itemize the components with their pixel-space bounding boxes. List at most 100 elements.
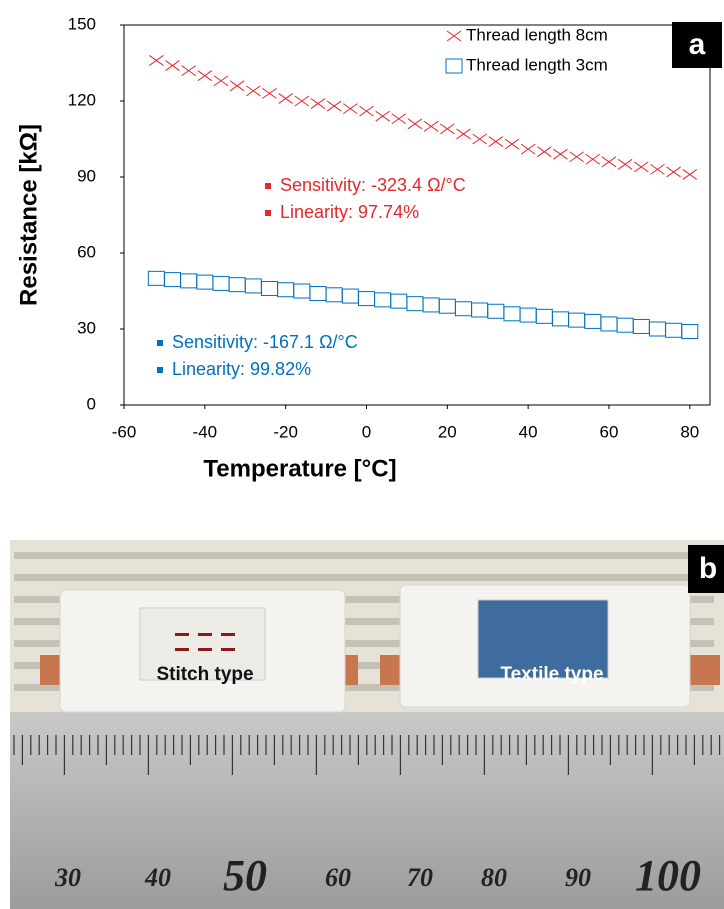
y-tick-label: 90 — [77, 166, 96, 185]
x-tick-label: 0 — [362, 422, 371, 441]
bullet — [265, 183, 271, 189]
ruler-number: 100 — [635, 851, 701, 900]
page: Temperature [°C] Resistance [kΩ] a b 0 30… — [0, 0, 724, 909]
point — [262, 88, 276, 98]
x-tick-label: -40 — [193, 422, 218, 441]
point — [164, 273, 180, 287]
point — [489, 137, 503, 147]
x-tick-label: 80 — [680, 422, 699, 441]
point — [456, 129, 470, 139]
x-tick-label: -20 — [273, 422, 298, 441]
ruler-number: 60 — [325, 863, 351, 892]
point — [683, 169, 697, 179]
point — [682, 325, 698, 339]
point — [455, 302, 471, 316]
point — [553, 149, 567, 159]
bullet — [265, 210, 271, 216]
point — [650, 164, 664, 174]
bullet — [157, 367, 163, 373]
legend-marker — [446, 59, 462, 73]
sample-label: Stitch type — [156, 664, 253, 685]
point — [423, 298, 439, 312]
bullet — [157, 340, 163, 346]
point — [343, 104, 357, 114]
point — [472, 303, 488, 317]
point — [165, 61, 179, 71]
point — [521, 144, 535, 154]
annotation: Sensitivity: -167.1 Ω/°C — [172, 332, 358, 352]
point — [407, 297, 423, 311]
point — [569, 313, 585, 327]
paper-line — [14, 552, 714, 559]
y-tick-label: 120 — [68, 90, 96, 109]
point — [213, 276, 229, 290]
paper-line — [14, 574, 714, 581]
ruler-number: 90 — [565, 863, 591, 892]
ruler-number: 70 — [407, 863, 433, 892]
point — [586, 154, 600, 164]
point — [375, 293, 391, 307]
point — [278, 283, 294, 297]
x-tick-label: 60 — [600, 422, 619, 441]
point — [376, 111, 390, 121]
figure: Temperature [°C] Resistance [kΩ] a b 0 30… — [0, 0, 724, 909]
point — [295, 96, 309, 106]
point — [667, 167, 681, 177]
point — [392, 114, 406, 124]
point — [342, 289, 358, 303]
sample-label: Textile type — [500, 664, 603, 685]
point — [391, 294, 407, 308]
x-tick-label: -60 — [112, 422, 137, 441]
point — [666, 323, 682, 337]
point — [505, 139, 519, 149]
point — [148, 271, 164, 285]
point — [181, 274, 197, 288]
point — [149, 55, 163, 65]
annotation: Linearity: 97.74% — [280, 202, 419, 222]
point — [214, 76, 228, 86]
point — [197, 275, 213, 289]
panel-label: b — [699, 552, 717, 585]
point — [230, 81, 244, 91]
point — [649, 322, 665, 336]
y-tick-label: 30 — [77, 318, 96, 337]
point — [182, 66, 196, 76]
point — [424, 121, 438, 131]
x-axis-title: Temperature [°C] — [203, 455, 396, 482]
point — [617, 318, 633, 332]
point — [246, 86, 260, 96]
x-tick-label: 20 — [438, 422, 457, 441]
legend-marker — [447, 31, 461, 41]
point — [327, 101, 341, 111]
point — [552, 312, 568, 326]
y-axis-title: Resistance [kΩ] — [15, 124, 42, 306]
panel-label: a — [689, 28, 706, 61]
point — [198, 71, 212, 81]
x-tick-label: 40 — [519, 422, 538, 441]
point — [358, 292, 374, 306]
point — [229, 278, 245, 292]
point — [633, 319, 649, 333]
annotation: Linearity: 99.82% — [172, 359, 311, 379]
point — [326, 288, 342, 302]
point — [310, 287, 326, 301]
point — [473, 134, 487, 144]
ruler-number: 80 — [481, 863, 507, 892]
y-tick-label: 60 — [77, 242, 96, 261]
photo: b — [10, 540, 724, 909]
point — [536, 309, 552, 323]
point — [570, 152, 584, 162]
point — [618, 159, 632, 169]
point — [585, 314, 601, 328]
y-tick-label: 0 — [87, 394, 96, 413]
point — [408, 119, 422, 129]
point — [537, 147, 551, 157]
point — [602, 157, 616, 167]
point — [279, 93, 293, 103]
point — [601, 317, 617, 331]
point — [634, 162, 648, 172]
point — [261, 281, 277, 295]
ruler-number: 40 — [144, 863, 171, 892]
legend-label: Thread length 8cm — [466, 25, 608, 44]
point — [504, 307, 520, 321]
